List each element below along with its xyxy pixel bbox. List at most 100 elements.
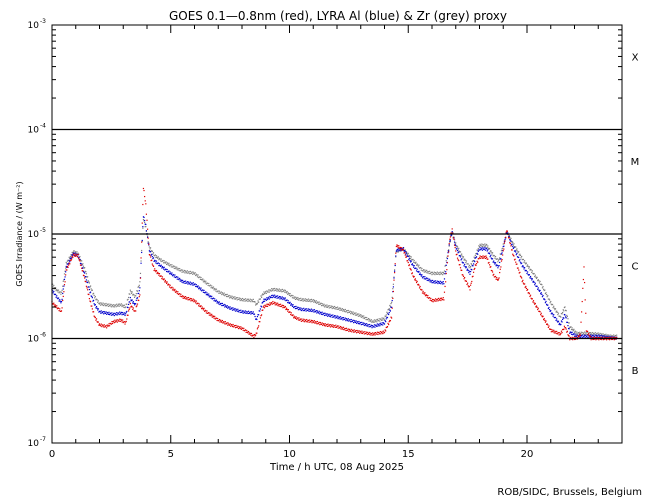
data-point bbox=[380, 333, 382, 335]
data-point bbox=[357, 323, 359, 325]
data-point bbox=[467, 282, 469, 284]
data-point bbox=[591, 334, 593, 337]
data-point bbox=[78, 256, 80, 259]
data-point bbox=[247, 330, 250, 333]
data-point bbox=[263, 293, 266, 295]
data-point bbox=[109, 305, 111, 307]
data-point bbox=[381, 322, 383, 324]
data-point bbox=[585, 312, 587, 314]
data-point bbox=[123, 306, 125, 308]
data-point bbox=[499, 268, 501, 270]
data-point bbox=[289, 301, 291, 303]
data-point bbox=[310, 321, 312, 323]
data-point bbox=[424, 276, 426, 278]
data-point bbox=[358, 330, 360, 332]
data-point bbox=[569, 332, 571, 334]
data-point bbox=[571, 336, 573, 338]
data-point bbox=[349, 310, 351, 312]
data-point bbox=[396, 248, 399, 250]
data-point bbox=[427, 294, 429, 297]
data-point bbox=[216, 302, 218, 304]
data-point bbox=[286, 290, 288, 293]
data-point bbox=[427, 277, 429, 280]
data-point bbox=[85, 271, 87, 273]
data-point bbox=[129, 297, 131, 299]
data-point bbox=[470, 282, 472, 284]
data-point bbox=[559, 334, 561, 336]
data-point bbox=[317, 312, 320, 314]
data-point bbox=[366, 331, 368, 333]
data-point bbox=[236, 297, 238, 299]
data-point bbox=[537, 279, 539, 281]
data-point bbox=[159, 265, 161, 267]
data-point bbox=[332, 306, 335, 309]
data-point bbox=[494, 275, 497, 278]
data-point bbox=[350, 330, 352, 332]
data-point bbox=[58, 300, 60, 302]
data-point bbox=[230, 323, 232, 326]
data-point bbox=[56, 295, 58, 297]
data-point bbox=[298, 307, 300, 309]
data-point bbox=[234, 307, 236, 310]
data-point bbox=[518, 260, 520, 262]
data-point bbox=[102, 324, 104, 327]
data-point bbox=[360, 314, 362, 316]
data-point bbox=[87, 281, 89, 284]
data-point bbox=[461, 261, 463, 263]
data-point bbox=[421, 289, 423, 291]
data-point bbox=[312, 320, 314, 322]
data-point bbox=[593, 338, 595, 341]
data-point bbox=[141, 241, 143, 243]
data-point bbox=[293, 317, 295, 319]
data-point bbox=[513, 243, 515, 245]
data-point bbox=[247, 300, 249, 303]
data-point bbox=[249, 300, 251, 302]
data-point bbox=[473, 268, 475, 271]
data-point bbox=[234, 327, 237, 329]
data-point bbox=[226, 322, 228, 324]
data-point bbox=[95, 305, 98, 308]
data-point bbox=[268, 296, 270, 298]
data-point bbox=[70, 258, 73, 260]
data-point bbox=[429, 297, 431, 299]
data-point bbox=[435, 300, 437, 302]
data-point bbox=[419, 272, 421, 274]
data-point bbox=[561, 321, 563, 323]
data-point bbox=[339, 307, 342, 309]
data-point bbox=[205, 310, 207, 312]
data-point bbox=[154, 255, 156, 257]
data-point bbox=[504, 238, 506, 241]
data-point bbox=[242, 329, 244, 331]
data-point bbox=[292, 295, 294, 297]
data-point bbox=[179, 293, 181, 295]
data-point bbox=[349, 319, 351, 321]
data-point bbox=[186, 272, 188, 274]
data-point bbox=[145, 203, 147, 205]
data-point bbox=[319, 313, 321, 315]
data-point bbox=[252, 298, 254, 300]
data-point bbox=[269, 289, 272, 291]
data-point bbox=[560, 332, 562, 335]
data-point bbox=[584, 336, 586, 339]
data-point bbox=[279, 296, 282, 298]
data-point bbox=[480, 245, 482, 247]
data-point bbox=[498, 265, 500, 267]
data-point bbox=[443, 291, 446, 293]
data-point bbox=[488, 253, 491, 255]
data-point bbox=[367, 333, 370, 335]
data-point bbox=[335, 326, 338, 328]
data-point bbox=[442, 271, 444, 274]
data-point bbox=[328, 307, 330, 309]
data-point bbox=[108, 325, 111, 327]
data-point bbox=[541, 293, 543, 296]
data-point bbox=[383, 317, 385, 319]
data-point bbox=[268, 303, 270, 306]
data-point bbox=[65, 274, 67, 276]
data-point bbox=[500, 250, 503, 252]
data-point bbox=[249, 332, 251, 334]
data-point bbox=[183, 269, 186, 272]
data-point bbox=[540, 293, 542, 295]
y-tick-label: 10 bbox=[28, 335, 40, 345]
data-point bbox=[566, 315, 568, 318]
